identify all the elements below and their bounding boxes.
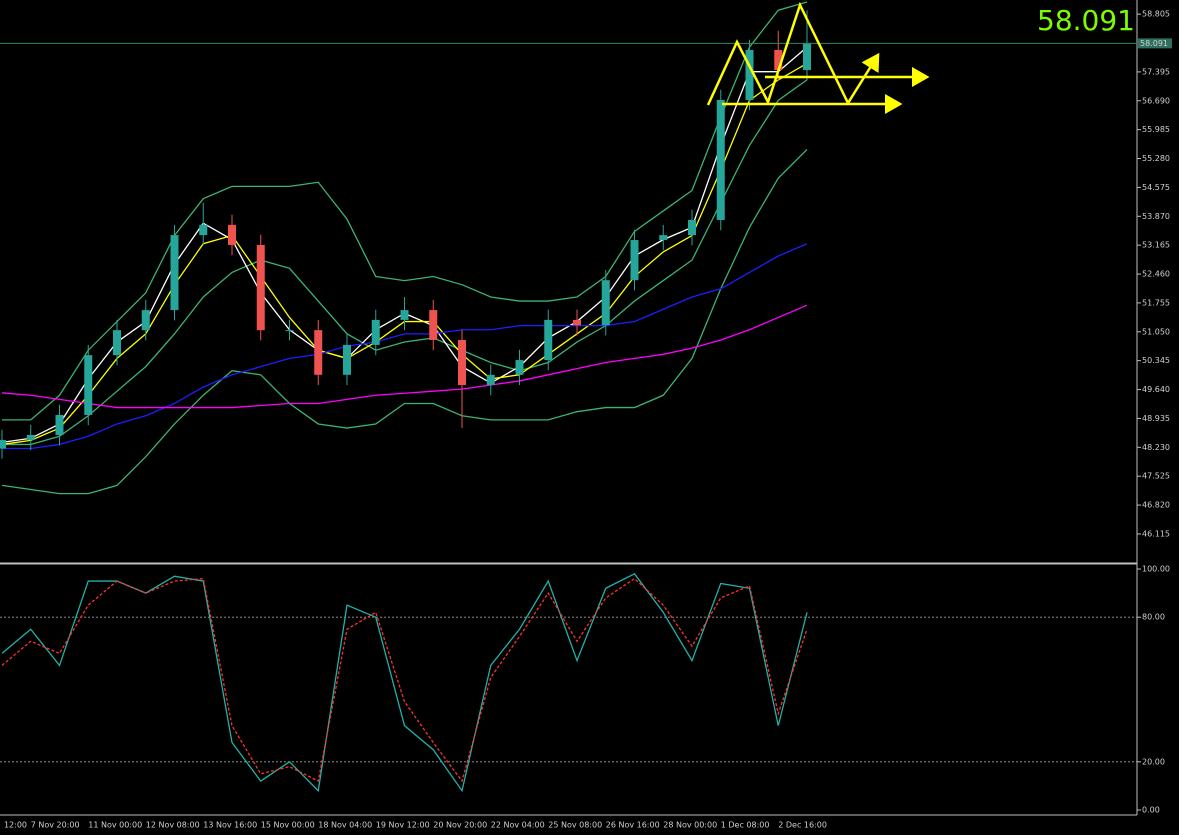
candle-body — [688, 219, 696, 236]
candle-body — [371, 319, 380, 345]
y-tick-label: 48.230 — [1142, 443, 1170, 452]
indicator-line — [1, 577, 808, 783]
indicator-line — [1, 572, 808, 793]
y-tick-label: 46.820 — [1142, 501, 1170, 510]
y-tick-label: 51.755 — [1142, 298, 1170, 307]
x-tick-label: 7 Nov 20:00 — [31, 821, 80, 830]
x-tick-label: 13 Nov 16:00 — [203, 821, 257, 830]
candle-body — [170, 235, 179, 311]
candle-body — [659, 235, 668, 241]
y-tick-label: 58.805 — [1142, 10, 1170, 19]
y-tick-label: 51.050 — [1142, 327, 1170, 336]
indicator-line — [2, 1, 808, 421]
candle-body — [458, 339, 466, 386]
y-tick-label: 56.690 — [1142, 96, 1170, 105]
candle-body — [486, 374, 495, 386]
candle-body — [314, 330, 323, 375]
x-tick-label: 20 Nov 20:00 — [433, 821, 487, 830]
x-tick-label: 26 Nov 16:00 — [606, 821, 660, 830]
candle-body — [0, 439, 6, 449]
indicator-line — [1, 149, 808, 495]
indicator-line — [1, 62, 808, 446]
candle-body — [745, 49, 754, 100]
candle-body — [716, 99, 725, 220]
x-tick-label: 18 Nov 04:00 — [318, 821, 372, 830]
x-tick-label: 12 Nov 08:00 — [146, 821, 200, 830]
x-tick-label: 28 Nov 00:00 — [663, 821, 717, 830]
candle-body — [803, 43, 811, 71]
y-tick-label: 47.525 — [1142, 472, 1170, 481]
annotation-arrows — [706, 1, 930, 114]
indicator-line — [2, 243, 808, 450]
candle-body — [573, 319, 581, 326]
indicator-line — [1, 304, 808, 409]
x-tick-label: 2 Dec 16:00 — [778, 821, 827, 830]
candle-body — [400, 310, 409, 320]
candle-body — [84, 355, 93, 415]
y-tick-label: 53.165 — [1142, 241, 1170, 250]
y-tick-label: 55.985 — [1142, 125, 1170, 134]
y-tick-label: 54.575 — [1142, 183, 1170, 192]
x-tick-label: 22 Nov 04:00 — [491, 821, 545, 830]
indicator-line — [2, 79, 808, 446]
candle-body — [601, 280, 610, 326]
y-tick-label: 57.395 — [1142, 67, 1170, 76]
indicator-line — [1, 46, 808, 444]
candle-body — [515, 360, 524, 375]
y-tick-label: 50.345 — [1142, 356, 1170, 365]
candle-body — [285, 330, 294, 332]
y-tick-label: 46.115 — [1142, 529, 1170, 538]
y-tick-label: 48.935 — [1142, 414, 1170, 423]
current-price-tag — [1138, 38, 1172, 49]
candle-body — [429, 310, 438, 340]
y-tick-label: 52.460 — [1142, 270, 1170, 279]
y-tick-label: 100.00 — [1142, 565, 1170, 574]
current-price-display: 58.091 — [1037, 4, 1135, 37]
candle-body — [55, 414, 64, 436]
candle-body — [630, 240, 639, 281]
candle-body — [199, 224, 208, 236]
y-tick-label: 0.00 — [1142, 806, 1160, 815]
candle-body — [256, 244, 265, 331]
candle-body — [544, 319, 553, 361]
x-tick-label: 19 Nov 12:00 — [376, 821, 430, 830]
y-tick-label: 80.00 — [1142, 613, 1165, 622]
candle-body — [26, 435, 35, 440]
x-tick-label: 15 Nov 00:00 — [261, 821, 315, 830]
candle-body — [141, 310, 150, 331]
current-price-tag-label: 58.091 — [1140, 39, 1168, 48]
candle-body — [113, 330, 121, 356]
candle-body — [343, 344, 351, 375]
y-tick-label: 49.640 — [1142, 385, 1170, 394]
y-tick-label: 20.00 — [1142, 757, 1165, 766]
candle-body — [228, 224, 236, 245]
zigzag-arrow — [706, 1, 880, 106]
x-tick-label: 25 Nov 08:00 — [548, 821, 602, 830]
x-tick-label: 12:00 — [4, 821, 27, 830]
candle-body — [774, 49, 783, 71]
x-tick-label: 11 Nov 00:00 — [88, 821, 142, 830]
y-tick-label: 55.280 — [1142, 154, 1170, 163]
y-tick-label: 53.870 — [1142, 212, 1170, 221]
x-tick-label: 1 Dec 08:00 — [721, 821, 770, 830]
